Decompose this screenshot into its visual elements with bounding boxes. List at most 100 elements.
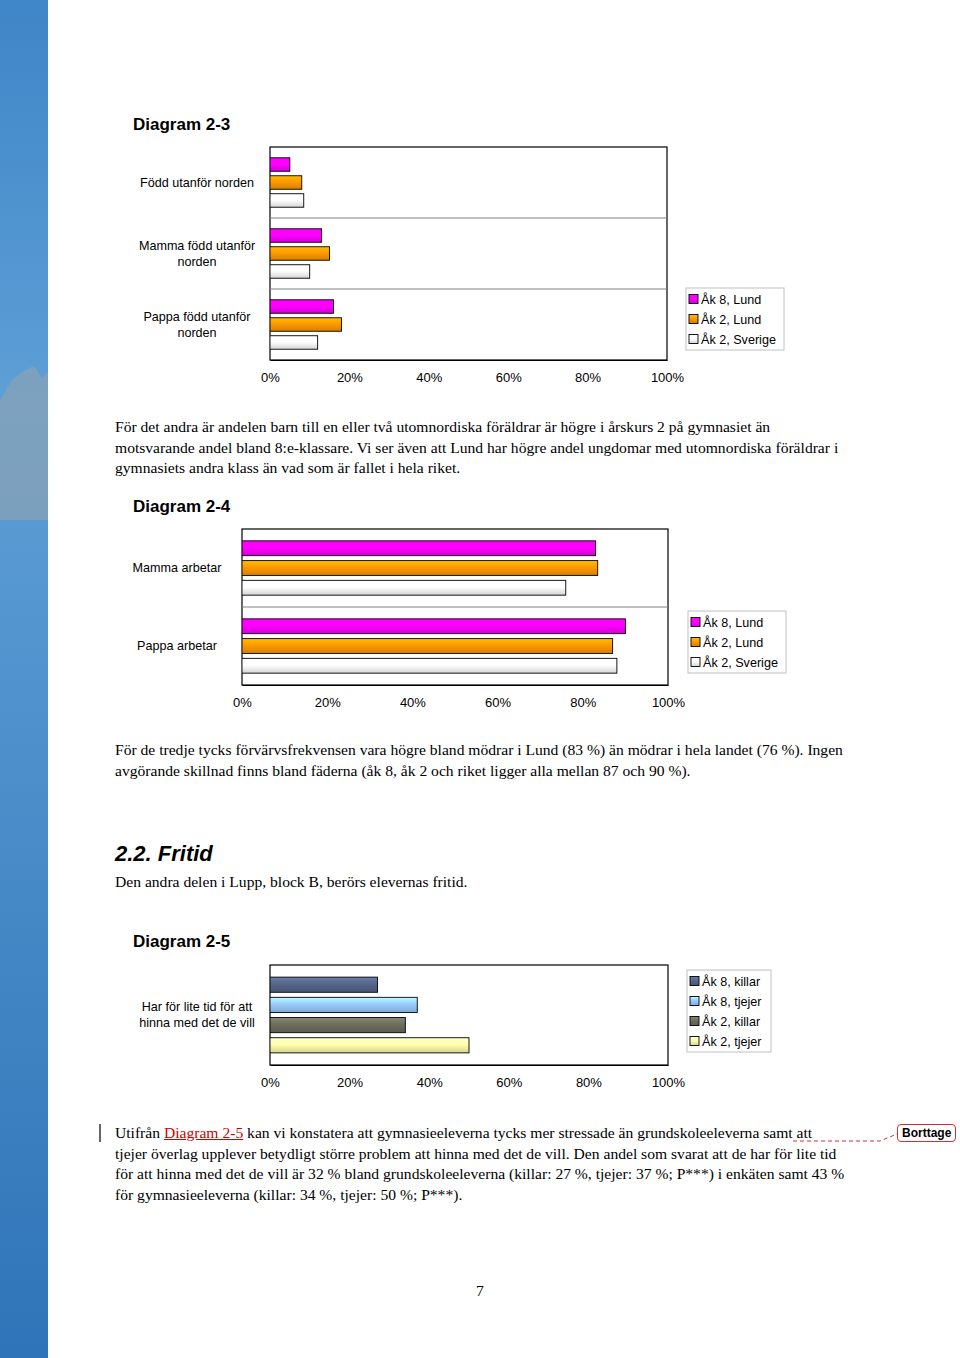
tick-label: 20%	[315, 695, 341, 710]
tick: 0%	[233, 685, 252, 710]
legend-label: Åk 2, killar	[702, 1014, 760, 1029]
dtitle: Diagram 2-5	[133, 932, 230, 952]
bars	[270, 158, 341, 349]
legend-label: Åk 8, Lund	[703, 615, 763, 630]
bars	[242, 541, 625, 673]
legend-box	[686, 288, 784, 350]
legend-swatch	[689, 335, 698, 344]
category-label: Mamma arbetar	[116, 529, 238, 607]
bar	[270, 247, 330, 260]
bar	[270, 1038, 469, 1053]
balloon: Borttage	[897, 1124, 956, 1142]
chart: 0% 20% 40% 60% 80% 100%	[233, 529, 685, 710]
tick: 100%	[652, 1065, 686, 1090]
bars	[270, 977, 469, 1053]
legend-swatch	[690, 997, 699, 1006]
bar	[270, 176, 302, 189]
tick-label: 0%	[233, 695, 252, 710]
tick-label: 100%	[652, 1075, 686, 1090]
legend-label: Åk 2, Sverige	[703, 655, 778, 670]
category-label: Mamma född utanför norden	[128, 218, 266, 289]
tick: 60%	[496, 360, 522, 385]
legend-swatch	[689, 315, 698, 324]
bar	[270, 1018, 405, 1033]
bar	[242, 541, 596, 556]
x-axis: 0% 20% 40% 60% 80% 100%	[233, 685, 685, 710]
body: 7	[476, 1281, 484, 1302]
plot-frame	[270, 147, 667, 360]
tick-label: 40%	[417, 1075, 443, 1090]
category-label: Har för lite tid för att hinna med det d…	[128, 965, 266, 1065]
tick-label: 60%	[496, 370, 522, 385]
legend-swatch	[690, 1017, 699, 1026]
tick: 80%	[575, 360, 601, 385]
legend-label: Åk 8, tjejer	[702, 994, 762, 1009]
x-axis: 0% 20% 40% 60% 80% 100%	[261, 360, 684, 385]
legend-swatch	[689, 295, 698, 304]
tick: 60%	[496, 1065, 522, 1090]
bar	[270, 977, 377, 992]
bar	[242, 658, 617, 673]
tick-label: 40%	[400, 695, 426, 710]
legend-label: Åk 8, Lund	[701, 292, 761, 307]
sect: 2.2. Fritid	[115, 841, 213, 867]
legend-box	[687, 970, 771, 1052]
bar	[270, 318, 341, 331]
tick-label: 40%	[416, 370, 442, 385]
bar	[242, 580, 566, 595]
legend-swatch	[691, 618, 700, 627]
legend: Åk 8, killarÅk 8, tjejerÅk 2, killarÅk 2…	[687, 970, 771, 1052]
page: 0%20%40%60%80%100%Åk 8, LundÅk 2, LundÅk…	[0, 0, 960, 1358]
tick: 20%	[337, 1065, 363, 1090]
body: För det andra är andelen barn till en el…	[115, 417, 850, 479]
bar	[242, 619, 625, 634]
category-separator	[242, 607, 668, 608]
tick: 60%	[485, 685, 511, 710]
legend: Åk 8, LundÅk 2, LundÅk 2, Sverige	[686, 288, 784, 350]
paragraph: Utifrån Diagram 2-5 kan vi konstatera at…	[115, 1123, 847, 1205]
tick: 40%	[416, 360, 442, 385]
tick: 40%	[417, 1065, 443, 1090]
tick-label: 80%	[570, 695, 596, 710]
legend-swatch	[691, 638, 700, 647]
category-label: Pappa arbetar	[116, 607, 238, 685]
body: För de tredje tycks förvärvsfrekvensen v…	[115, 740, 850, 781]
tick-label: 0%	[261, 1075, 280, 1090]
bar	[270, 265, 310, 278]
side-mountain	[0, 366, 48, 520]
axis-line	[271, 360, 668, 361]
tick-label: 20%	[337, 370, 363, 385]
tick: 100%	[651, 360, 685, 385]
tick-label: 60%	[485, 695, 511, 710]
legend-label: Åk 2, tjejer	[702, 1034, 762, 1049]
chart: 0%20%40%60%80%100%	[261, 965, 685, 1090]
change-bar	[99, 1124, 100, 1142]
cross-reference[interactable]: Diagram 2-5	[164, 1124, 243, 1141]
tick-label: 100%	[652, 695, 686, 710]
tick: 0%	[261, 1065, 280, 1090]
tick: 40%	[400, 685, 426, 710]
dtitle: Diagram 2-3	[133, 115, 230, 135]
legend: Åk 8, Lund Åk 2, Lund Åk 2, Sverige	[688, 611, 786, 673]
tick: 0%	[261, 360, 280, 385]
legend-swatch	[690, 1037, 699, 1046]
dtitle: Diagram 2-4	[133, 497, 230, 517]
category-label: Pappa född utanför norden	[128, 289, 266, 360]
category-separator	[270, 218, 667, 219]
tick: 100%	[652, 685, 686, 710]
plot-frame	[270, 965, 668, 1065]
bar	[270, 336, 318, 349]
tick: 80%	[570, 685, 596, 710]
bar	[270, 194, 304, 207]
side-strip	[0, 0, 48, 1358]
chart: 0% 20% 40% 60% 80% 100%	[261, 147, 684, 385]
x-axis: 0%20%40%60%80%100%	[261, 1065, 685, 1090]
bar	[270, 229, 322, 242]
tick: 20%	[315, 685, 341, 710]
category-separator	[270, 289, 667, 290]
legend-label: Åk 2, Lund	[703, 635, 763, 650]
tick-label: 80%	[575, 370, 601, 385]
tick-label: 100%	[651, 370, 685, 385]
legend-label: Åk 2, Lund	[701, 312, 761, 327]
category-label: Född utanför norden	[128, 147, 266, 218]
